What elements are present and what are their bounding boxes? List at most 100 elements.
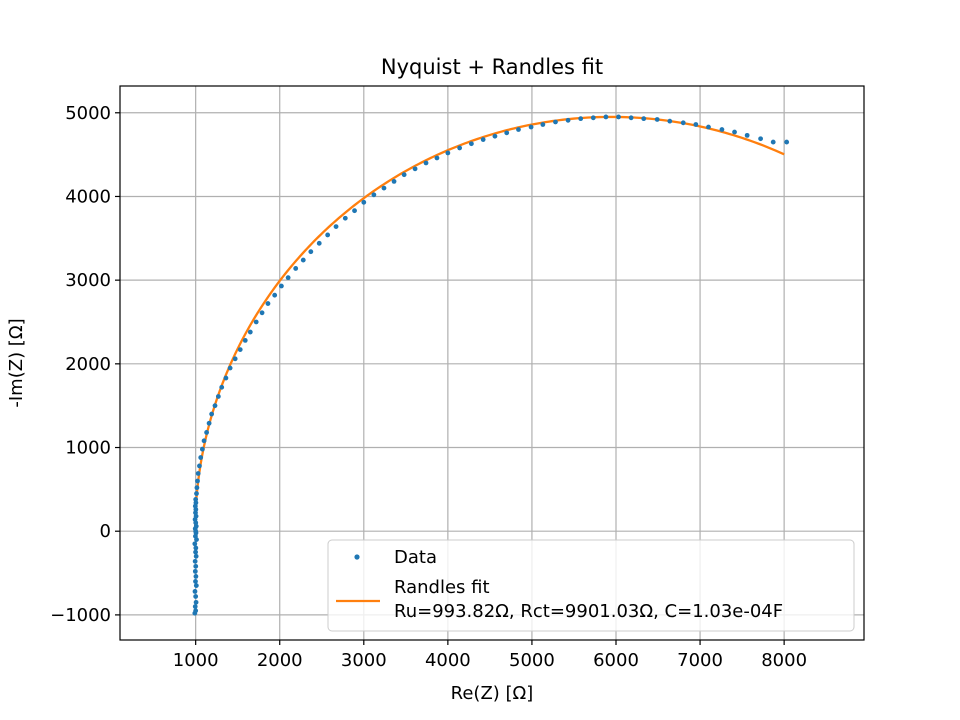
data-point bbox=[199, 446, 205, 452]
data-point bbox=[197, 463, 202, 469]
data-series bbox=[192, 114, 790, 616]
legend-data-marker bbox=[354, 554, 360, 560]
data-point bbox=[401, 172, 407, 178]
y-axis-label: -Im(Z) [Ω] bbox=[6, 318, 27, 407]
data-point bbox=[192, 568, 198, 574]
data-point bbox=[784, 139, 790, 145]
data-point bbox=[198, 455, 204, 460]
x-axis-label: Re(Z) [Ω] bbox=[451, 683, 534, 704]
y-tick-label: 5000 bbox=[65, 103, 111, 124]
data-point bbox=[333, 224, 339, 229]
data-point bbox=[770, 139, 776, 145]
data-point bbox=[195, 478, 200, 484]
data-point bbox=[361, 199, 367, 205]
data-point bbox=[206, 420, 212, 426]
x-tick-label: 7000 bbox=[677, 650, 723, 671]
data-point bbox=[667, 118, 673, 124]
data-point bbox=[553, 119, 558, 125]
data-point bbox=[603, 114, 609, 120]
data-point bbox=[434, 155, 440, 161]
data-point bbox=[565, 117, 571, 123]
data-point bbox=[265, 301, 271, 306]
data-point bbox=[201, 438, 207, 444]
data-point bbox=[758, 136, 763, 142]
x-tick-label: 1000 bbox=[173, 650, 219, 671]
data-point bbox=[445, 150, 451, 156]
data-point bbox=[195, 471, 201, 476]
data-point bbox=[193, 574, 199, 579]
legend: Data Randles fit Ru=993.82Ω, Rct=9901.03… bbox=[327, 539, 855, 632]
data-point bbox=[193, 549, 198, 555]
data-point bbox=[732, 129, 737, 135]
data-point bbox=[192, 604, 198, 609]
y-axis-ticks: −1000 0 1000 2000 3000 4000 5000 bbox=[50, 103, 120, 626]
data-point bbox=[412, 166, 418, 172]
data-point bbox=[192, 541, 198, 547]
data-point bbox=[223, 375, 229, 381]
x-tick-label: 4000 bbox=[425, 650, 471, 671]
data-point bbox=[209, 411, 215, 417]
data-point bbox=[193, 497, 199, 502]
data-point bbox=[194, 491, 199, 496]
data-point bbox=[242, 338, 248, 343]
data-point bbox=[193, 553, 199, 559]
y-tick-label: 1000 bbox=[65, 438, 111, 459]
chart-title: Nyquist + Randles fit bbox=[381, 55, 603, 79]
data-point bbox=[279, 283, 284, 289]
data-point bbox=[457, 145, 463, 151]
data-point bbox=[193, 594, 199, 599]
data-point bbox=[232, 356, 238, 362]
data-point bbox=[194, 485, 200, 491]
legend-fit-params: Ru=993.82Ω, Rct=9901.03Ω, C=1.03e-04F bbox=[394, 601, 783, 622]
data-point bbox=[215, 394, 221, 399]
data-point bbox=[654, 117, 660, 122]
data-point bbox=[680, 120, 686, 126]
data-point bbox=[744, 132, 750, 138]
data-point bbox=[540, 122, 546, 127]
data-point bbox=[325, 232, 331, 238]
grid bbox=[120, 86, 864, 640]
data-point bbox=[247, 329, 253, 335]
data-point bbox=[308, 249, 314, 255]
y-tick-label: 2000 bbox=[65, 354, 111, 375]
data-point bbox=[285, 275, 291, 281]
data-point bbox=[193, 608, 199, 614]
data-point bbox=[391, 179, 397, 184]
fit-line bbox=[193, 115, 785, 532]
data-point bbox=[641, 116, 647, 122]
x-tick-label: 2000 bbox=[257, 650, 303, 671]
data-point bbox=[628, 115, 634, 121]
data-point bbox=[342, 215, 348, 221]
data-point bbox=[371, 192, 377, 198]
data-point bbox=[212, 403, 218, 409]
data-point bbox=[193, 579, 198, 584]
data-point bbox=[423, 160, 429, 166]
data-point bbox=[259, 310, 265, 316]
data-point bbox=[293, 266, 299, 271]
data-point bbox=[480, 137, 486, 142]
legend-fit-label: Randles fit bbox=[394, 577, 490, 598]
data-point bbox=[516, 127, 521, 132]
x-tick-label: 6000 bbox=[593, 650, 639, 671]
data-point bbox=[578, 116, 584, 122]
data-point bbox=[693, 122, 699, 127]
x-tick-label: 3000 bbox=[341, 650, 387, 671]
data-point bbox=[204, 430, 209, 435]
data-point bbox=[219, 384, 225, 390]
y-tick-label: 3000 bbox=[65, 270, 111, 291]
data-point bbox=[706, 124, 711, 130]
data-point bbox=[719, 127, 725, 132]
data-point bbox=[193, 545, 199, 551]
y-tick-label: 4000 bbox=[65, 186, 111, 207]
data-point bbox=[193, 563, 199, 569]
data-point bbox=[492, 133, 498, 139]
y-tick-label: −1000 bbox=[50, 605, 111, 626]
data-point bbox=[192, 589, 198, 594]
plot-frame bbox=[119, 85, 865, 641]
data-point bbox=[300, 257, 306, 263]
data-point bbox=[528, 124, 534, 130]
data-point bbox=[590, 115, 596, 121]
data-point bbox=[272, 292, 278, 298]
x-tick-label: 5000 bbox=[509, 650, 555, 671]
